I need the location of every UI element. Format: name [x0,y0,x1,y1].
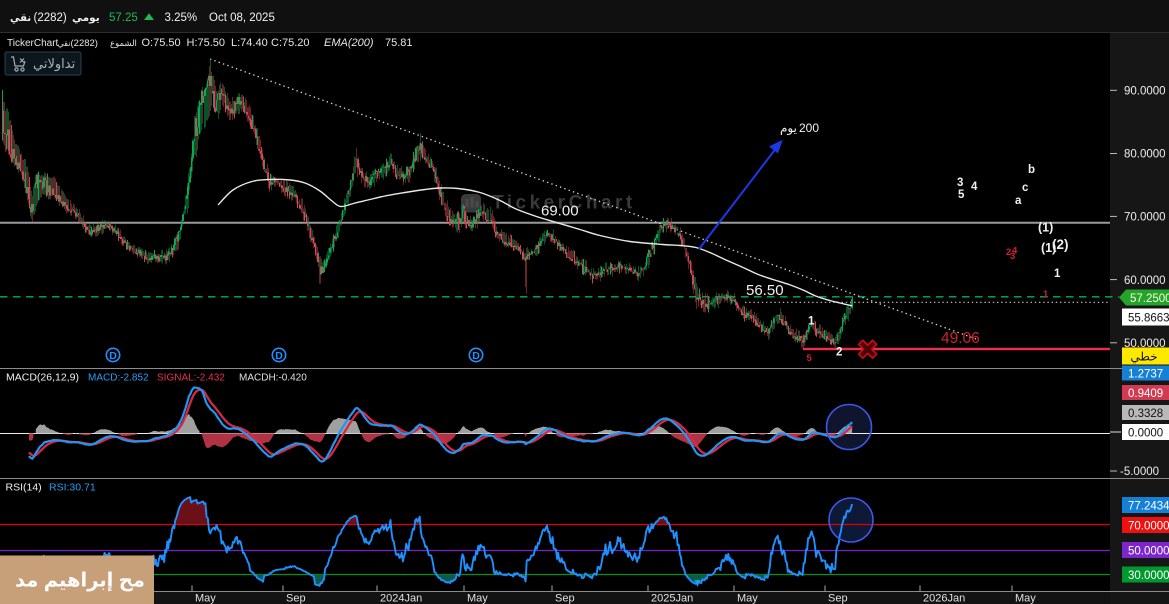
svg-text:c: c [1022,182,1029,194]
svg-text:D: D [109,350,117,362]
svg-text:D: D [275,350,283,362]
svg-text:1: 1 [808,316,815,328]
svg-text:4: 4 [971,181,978,193]
svg-text:70.0000: 70.0000 [1124,212,1166,224]
svg-text:5: 5 [958,189,965,201]
svg-text:يومي: يومي [72,12,100,24]
svg-text:77.2434: 77.2434 [1128,501,1169,513]
svg-text:200: 200 [799,121,819,135]
svg-text:TickerChart: TickerChart [7,38,59,49]
svg-text:May: May [1015,593,1036,604]
svg-text:MACD:-2.852: MACD:-2.852 [88,373,149,384]
svg-text:May: May [195,593,216,604]
svg-text:60.0000: 60.0000 [1124,275,1166,287]
svg-text:0.9409: 0.9409 [1128,388,1163,400]
svg-text:Sep: Sep [286,593,306,604]
svg-text:Sep: Sep [555,593,575,604]
svg-text:Oct 08, 2025: Oct 08, 2025 [209,12,275,24]
svg-text:SIGNAL:-2.432: SIGNAL:-2.432 [157,373,225,384]
svg-text:80.0000: 80.0000 [1124,149,1166,161]
svg-text:0.0000: 0.0000 [1128,428,1163,440]
svg-text:(2282): (2282) [71,38,98,49]
svg-text:1.2737: 1.2737 [1128,369,1163,381]
svg-text:2025Jan: 2025Jan [651,593,693,604]
svg-text:الشموع: الشموع [110,38,137,48]
svg-text:May: May [467,593,488,604]
svg-text:-5.0000: -5.0000 [1120,466,1159,478]
svg-text:b: b [1028,164,1035,176]
svg-text:(2): (2) [1052,237,1069,252]
svg-text:(2282): (2282) [34,12,67,24]
svg-text:3: 3 [957,177,963,189]
svg-text:نقي: نقي [58,39,71,48]
svg-text:D: D [472,350,480,362]
svg-text:30.0000: 30.0000 [1128,570,1169,582]
svg-text:مح إبراهيم مد: مح إبراهيم مد [15,570,145,592]
svg-text:MACD(26,12,9): MACD(26,12,9) [6,372,79,384]
svg-text:4: 4 [1012,246,1018,257]
svg-text:1: 1 [1054,268,1061,280]
svg-text:L:74.40: L:74.40 [231,37,268,49]
svg-text:TickerChart: TickerChart [492,193,636,214]
svg-text:57.25: 57.25 [109,12,138,24]
svg-text:2026Jan: 2026Jan [923,593,965,604]
svg-text:H:75.50: H:75.50 [187,37,226,49]
svg-text:3: 3 [1010,251,1015,262]
svg-text:5: 5 [807,353,813,364]
svg-text:3.25%: 3.25% [165,12,198,24]
svg-text:57.2500: 57.2500 [1130,293,1169,305]
svg-text:EMA(200): EMA(200) [324,37,374,49]
svg-text:75.81: 75.81 [385,37,413,49]
svg-text:تداولاتي: تداولاتي [33,56,76,72]
svg-text:O:75.50: O:75.50 [142,37,181,49]
svg-text:90.0000: 90.0000 [1124,86,1166,98]
svg-text:55.8663: 55.8663 [1128,313,1169,325]
svg-text:50.0000: 50.0000 [1124,338,1166,350]
svg-text:2: 2 [836,347,842,359]
svg-text:56.50: 56.50 [746,282,784,299]
svg-text:a: a [1015,195,1022,207]
svg-text:(1): (1) [1041,241,1056,255]
svg-text:RSI:30.71: RSI:30.71 [49,482,96,494]
svg-text:1: 1 [1043,289,1049,300]
svg-text:50.0000: 50.0000 [1128,546,1169,558]
svg-text:70.0000: 70.0000 [1128,521,1169,533]
svg-text:49.06: 49.06 [941,330,980,347]
svg-text:RSI(14): RSI(14) [6,482,42,494]
svg-text:(1): (1) [1038,221,1053,235]
svg-text:2024Jan: 2024Jan [380,593,422,604]
svg-text:2: 2 [1006,247,1011,258]
svg-text:May: May [737,593,758,604]
svg-text:Sep: Sep [828,593,848,604]
svg-text:خطي: خطي [1130,350,1157,364]
svg-text:C:75.20: C:75.20 [271,37,310,49]
svg-text:0.3328: 0.3328 [1128,408,1163,420]
svg-text:نقي: نقي [10,13,31,24]
svg-text:يوم: يوم [780,121,797,136]
svg-text:MACDH:-0.420: MACDH:-0.420 [239,373,307,384]
svg-text:69.00: 69.00 [541,203,579,220]
